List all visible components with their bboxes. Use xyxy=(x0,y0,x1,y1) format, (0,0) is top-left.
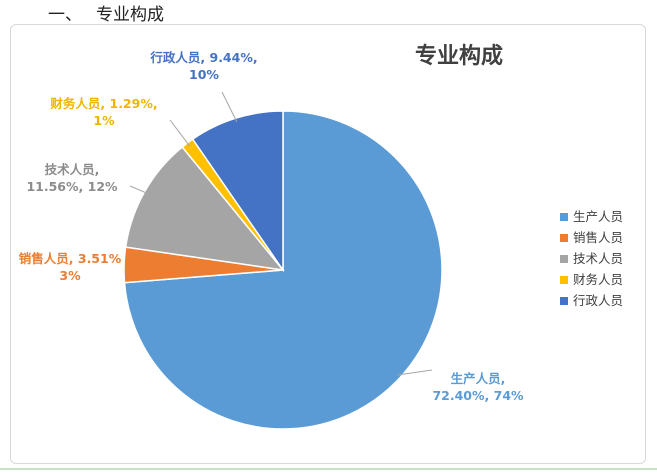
leader-line-5 xyxy=(221,91,238,123)
section-number: 一、 xyxy=(48,5,82,25)
data-label-line2-1: 72.40%, 74% xyxy=(432,388,524,403)
chart-title: 专业构成 xyxy=(415,43,503,69)
data-label-line1-5: 行政人员, 9.44%, xyxy=(149,50,257,65)
legend-swatch-1 xyxy=(560,213,568,221)
data-label-line1-2: 销售人员, 3.51% xyxy=(19,251,122,266)
legend-swatch-4 xyxy=(560,276,568,284)
legend-label-2: 销售人员 xyxy=(573,230,623,245)
leader-line-4 xyxy=(169,119,191,147)
legend-label-4: 财务人员 xyxy=(573,272,623,287)
legend-swatch-3 xyxy=(560,255,568,263)
legend-label-1: 生产人员 xyxy=(573,209,623,224)
leader-line-3 xyxy=(129,185,149,195)
leader-line-1 xyxy=(396,369,433,376)
legend-label-3: 技术人员 xyxy=(573,251,623,266)
data-label-line2-3: 11.56%, 12% xyxy=(26,179,118,194)
data-label-line2-5: 10% xyxy=(189,67,219,82)
section-title: 专业构成 xyxy=(96,5,164,25)
legend-label-5: 行政人员 xyxy=(573,293,623,308)
page-divider xyxy=(0,468,657,470)
data-label-line1-3: 技术人员, xyxy=(45,162,100,177)
data-label-line2-2: 3% xyxy=(59,268,81,283)
data-label-line2-4: 1% xyxy=(93,113,115,128)
legend-swatch-5 xyxy=(560,297,568,305)
data-label-line1-1: 生产人员, xyxy=(451,371,506,386)
pie-slice-5 xyxy=(191,110,284,273)
section-heading: 一、 专业构成 xyxy=(48,0,164,25)
data-label-line1-4: 财务人员, 1.29%, xyxy=(49,96,157,111)
legend-swatch-2 xyxy=(560,234,568,242)
